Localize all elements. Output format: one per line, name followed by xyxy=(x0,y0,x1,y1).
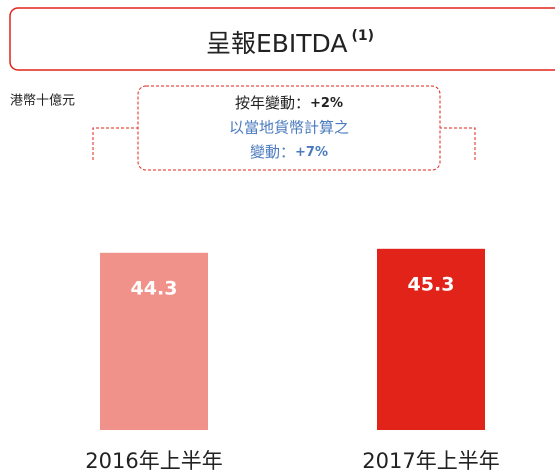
annotation-value: +7% xyxy=(295,145,328,160)
bracket xyxy=(92,127,476,160)
annotation-line: 變動：+7% xyxy=(250,143,328,161)
bar xyxy=(377,248,485,430)
annotation-value: +2% xyxy=(310,96,343,111)
annotation-text: 按年變動： xyxy=(235,94,310,112)
annotation-text: 變動： xyxy=(250,143,295,161)
value-label: 45.3 xyxy=(408,273,455,295)
unit-label: 港幣十億元 xyxy=(10,93,75,109)
x-tick-label: 2016年上半年 xyxy=(85,449,222,473)
annotation-box xyxy=(137,85,441,171)
bar xyxy=(100,252,208,430)
value-label: 44.3 xyxy=(131,277,178,299)
title-box xyxy=(9,7,555,71)
title-text: 呈報EBITDA xyxy=(206,29,348,58)
title-note: (1) xyxy=(351,28,374,44)
annotation-line: 按年變動：+2% xyxy=(235,94,343,112)
chart-title: 呈報EBITDA (1) xyxy=(206,28,374,58)
x-tick-label: 2017年上半年 xyxy=(362,449,499,473)
annotation-line: 以當地貨幣計算之 xyxy=(229,119,349,137)
